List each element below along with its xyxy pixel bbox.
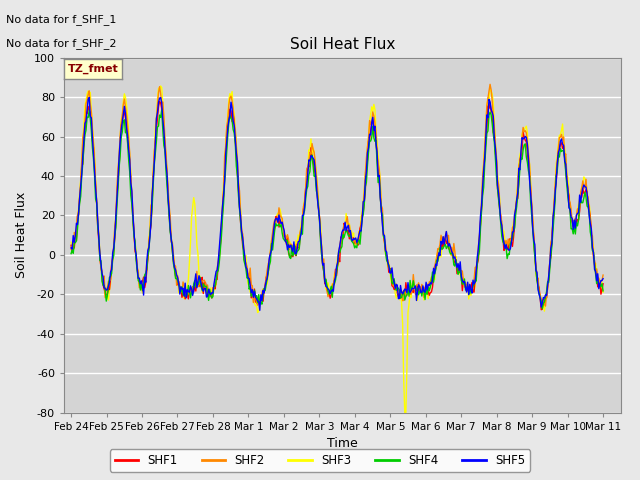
Text: No data for f_SHF_1: No data for f_SHF_1 — [6, 14, 116, 25]
X-axis label: Time: Time — [327, 437, 358, 450]
Title: Soil Heat Flux: Soil Heat Flux — [290, 37, 395, 52]
Text: No data for f_SHF_2: No data for f_SHF_2 — [6, 38, 117, 49]
Text: TZ_fmet: TZ_fmet — [67, 64, 118, 74]
Legend: SHF1, SHF2, SHF3, SHF4, SHF5: SHF1, SHF2, SHF3, SHF4, SHF5 — [110, 449, 530, 472]
Y-axis label: Soil Heat Flux: Soil Heat Flux — [15, 192, 28, 278]
